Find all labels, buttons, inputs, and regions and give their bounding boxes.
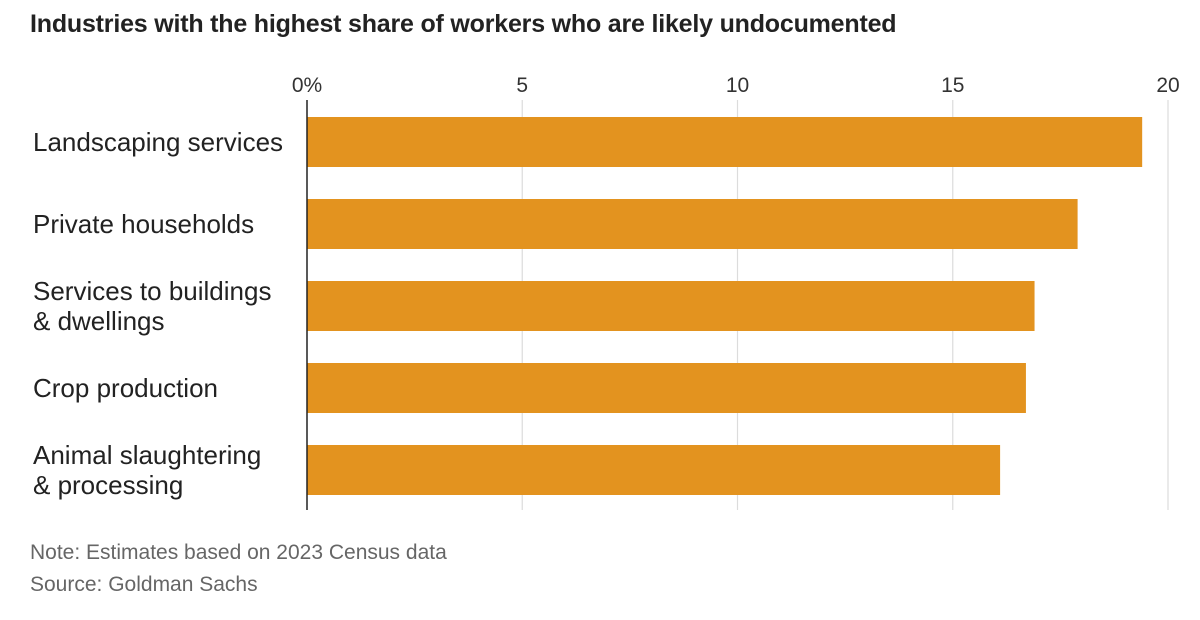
category-label: Crop production [33,373,218,403]
chart-footer: Note: Estimates based on 2023 Census dat… [30,537,447,601]
x-tick-label: 0% [292,74,322,97]
x-tick-label: 15 [941,74,964,97]
bar [307,363,1026,413]
category-label: Landscaping services [33,127,283,157]
x-axis-ticks: 0% 5 10 15 20 [292,74,1180,97]
chart-title: Industries with the highest share of wor… [30,10,897,38]
x-tick-label: 5 [516,74,528,97]
category-label: Private households [33,209,254,239]
bar [307,199,1078,249]
category-label: Animal slaughtering & processing [33,440,261,500]
bar [307,281,1035,331]
x-tick-label: 20 [1156,74,1179,97]
x-tick-label: 10 [726,74,749,97]
chart-source: Source: Goldman Sachs [30,573,258,596]
category-labels: Landscaping services Private households Se… [33,127,283,500]
bars [307,117,1143,495]
chart-note: Note: Estimates based on 2023 Census dat… [30,541,447,564]
bar [307,445,1001,495]
category-label: Services to buildings & dwellings [33,276,271,336]
bar [307,117,1143,167]
